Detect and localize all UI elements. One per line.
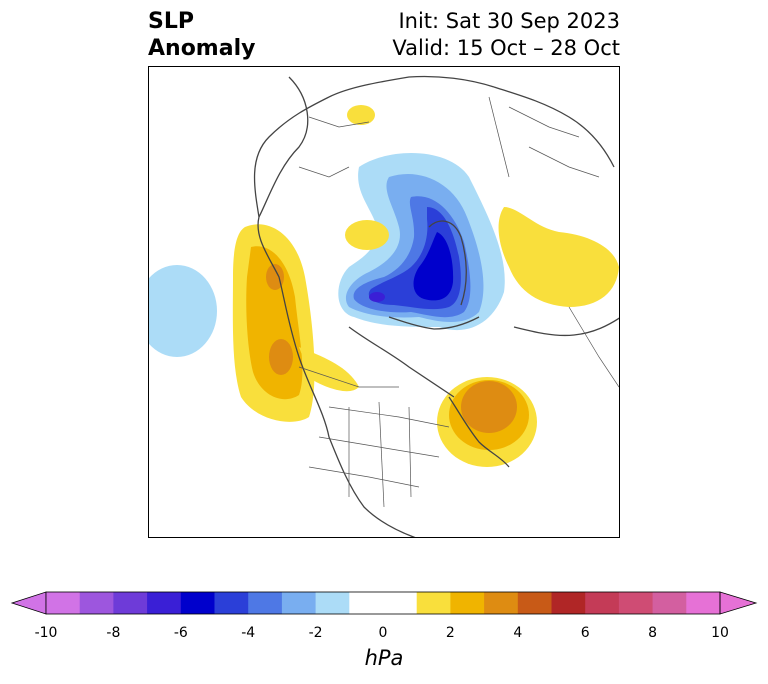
colorbar-segment bbox=[349, 592, 384, 614]
colorbar-segment bbox=[416, 592, 451, 614]
colorbar-outline bbox=[45, 591, 721, 615]
colorbar-segment bbox=[383, 592, 418, 614]
colorbar-segment bbox=[248, 592, 283, 614]
colorbar-segment bbox=[585, 592, 620, 614]
colorbar bbox=[0, 585, 768, 625]
colorbar-tick-label: -4 bbox=[241, 625, 256, 641]
colorbar-tick-label: 8 bbox=[648, 625, 658, 641]
colorbar-tick-label: 6 bbox=[580, 625, 590, 641]
colorbar-segment bbox=[517, 592, 552, 614]
arctic-negative-anomaly bbox=[338, 153, 505, 331]
colorbar-svg bbox=[10, 591, 758, 615]
colorbar-segment bbox=[46, 592, 81, 614]
valid-range: Valid: 15 Oct – 28 Oct bbox=[392, 36, 620, 60]
colorbar-segment bbox=[484, 592, 519, 614]
scandinavia-positive-anomaly bbox=[347, 105, 375, 125]
siberia-positive-anomaly bbox=[498, 207, 619, 307]
colorbar-extend-high bbox=[719, 591, 758, 615]
anomaly-map bbox=[149, 75, 619, 537]
colorbar-segment bbox=[618, 592, 654, 614]
colorbar-segment bbox=[147, 592, 182, 614]
coastlines bbox=[253, 75, 619, 537]
title-line-1: SLP bbox=[148, 9, 194, 34]
colorbar-segment bbox=[180, 592, 215, 614]
colorbar-segment bbox=[79, 592, 114, 614]
colorbar-tick-label: -6 bbox=[173, 625, 188, 641]
west-coast-positive-anomaly bbox=[232, 224, 359, 422]
init-valid-info: Init: Sat 30 Sep 2023 Valid: 15 Oct – 28… bbox=[392, 8, 620, 62]
colorbar-unit-label: hPa bbox=[364, 646, 404, 670]
colorbar-segments bbox=[46, 592, 721, 614]
title-line-2: Anomaly bbox=[148, 36, 256, 61]
chart-title: SLP Anomaly bbox=[148, 8, 255, 62]
colorbar-segment bbox=[315, 592, 350, 614]
colorbar-tick-label: 4 bbox=[513, 625, 523, 641]
colorbar-ticks: -10 -8 -6 -4 -2 0 2 4 6 8 10 bbox=[0, 625, 768, 643]
colorbar-segment bbox=[652, 592, 687, 614]
colorbar-tick-label: 2 bbox=[445, 625, 455, 641]
colorbar-segment bbox=[551, 592, 586, 614]
colorbar-tick-label: -10 bbox=[34, 625, 58, 641]
political-borders bbox=[298, 96, 619, 508]
colorbar-tick-label: 10 bbox=[711, 625, 729, 641]
colorbar-segment bbox=[281, 592, 317, 614]
greenland-sea-positive-anomaly bbox=[345, 220, 389, 250]
colorbar-segment bbox=[450, 592, 485, 614]
colorbar-tick-label: 0 bbox=[378, 625, 388, 641]
atlantic-positive-anomaly bbox=[437, 377, 537, 467]
init-date: Init: Sat 30 Sep 2023 bbox=[398, 9, 620, 33]
colorbar-tick-label: -2 bbox=[308, 625, 323, 641]
pacific-negative-anomaly bbox=[149, 265, 217, 357]
colorbar-extend-low bbox=[10, 591, 47, 615]
colorbar-segment bbox=[214, 592, 249, 614]
colorbar-segment bbox=[113, 592, 148, 614]
colorbar-segment bbox=[686, 592, 721, 614]
colorbar-tick-label: -8 bbox=[106, 625, 121, 641]
map-panel bbox=[148, 66, 620, 538]
